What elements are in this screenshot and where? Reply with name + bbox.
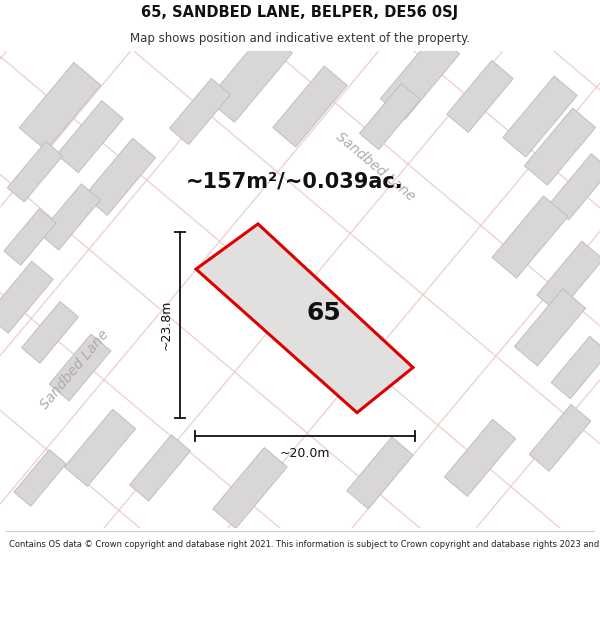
Polygon shape [49,334,111,401]
Polygon shape [208,31,292,123]
Polygon shape [514,289,586,366]
Text: ~157m²/~0.039ac.: ~157m²/~0.039ac. [186,172,404,192]
Polygon shape [14,449,66,506]
Polygon shape [445,419,515,496]
Polygon shape [524,108,596,185]
Polygon shape [196,224,413,412]
Polygon shape [503,76,577,157]
Polygon shape [40,184,100,250]
Text: Sandbed Lane: Sandbed Lane [333,129,417,204]
Polygon shape [347,437,413,509]
Polygon shape [22,301,79,363]
Polygon shape [85,138,155,215]
Polygon shape [492,196,568,278]
Polygon shape [359,84,421,149]
Text: ~20.0m: ~20.0m [280,448,330,461]
Polygon shape [213,448,287,528]
Polygon shape [550,154,600,220]
Polygon shape [273,66,347,147]
Polygon shape [380,33,460,119]
Polygon shape [7,141,63,202]
Polygon shape [551,336,600,399]
Polygon shape [4,209,56,265]
Polygon shape [0,261,53,333]
Polygon shape [19,62,101,151]
Text: Map shows position and indicative extent of the property.: Map shows position and indicative extent… [130,32,470,45]
Polygon shape [447,61,513,132]
Text: 65, SANDBED LANE, BELPER, DE56 0SJ: 65, SANDBED LANE, BELPER, DE56 0SJ [142,5,458,20]
Polygon shape [57,101,123,172]
Text: Contains OS data © Crown copyright and database right 2021. This information is : Contains OS data © Crown copyright and d… [9,540,600,549]
Polygon shape [130,435,190,501]
Polygon shape [64,409,136,486]
Text: 65: 65 [307,301,341,325]
Polygon shape [170,78,230,144]
Polygon shape [529,404,591,471]
Text: Sandbed Lane: Sandbed Lane [38,328,112,412]
Polygon shape [537,241,600,313]
Text: ~23.8m: ~23.8m [160,299,173,350]
